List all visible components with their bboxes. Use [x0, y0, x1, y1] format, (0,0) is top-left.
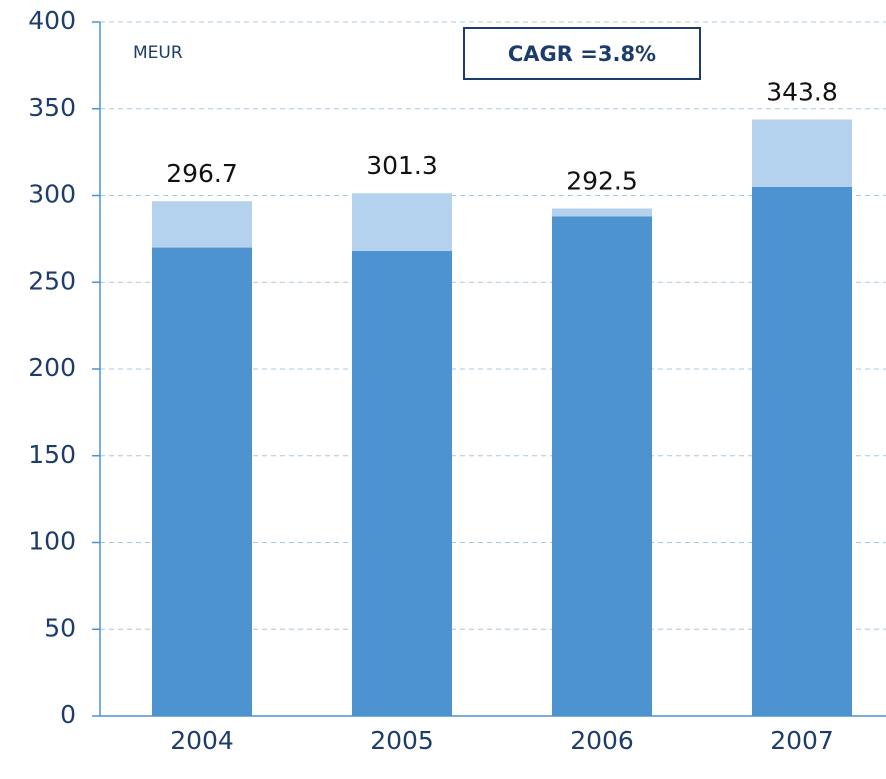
y-tick-label: 0 — [60, 700, 76, 729]
bar-segment — [552, 208, 652, 217]
bar-segment — [752, 186, 852, 716]
data-label: 301.3 — [366, 151, 438, 180]
y-tick-label: 300 — [28, 180, 76, 209]
bar-segment — [152, 201, 252, 248]
y-tick-label: 400 — [28, 6, 76, 35]
bar-segment — [352, 251, 452, 716]
x-tick-label: 2007 — [770, 726, 834, 755]
y-tick-label: 350 — [28, 93, 76, 122]
data-label: 343.8 — [766, 78, 838, 107]
annotation-box — [463, 27, 701, 80]
x-tick-label: 2004 — [170, 726, 234, 755]
annotation: CAGR =3.8% — [508, 42, 656, 66]
bar-segment — [352, 193, 452, 252]
y-tick-label: 50 — [44, 613, 76, 642]
data-label: 296.7 — [166, 159, 238, 188]
x-tick-label: 2005 — [370, 726, 434, 755]
bar-segment — [552, 216, 652, 716]
y-tick-label: 250 — [28, 266, 76, 295]
bar-segment — [152, 247, 252, 717]
y-tick-label: 150 — [28, 440, 76, 469]
unit-label: MEUR — [133, 43, 183, 63]
y-tick-label: 200 — [28, 353, 76, 382]
x-tick-label: 2006 — [570, 726, 634, 755]
y-tick-label: 100 — [28, 527, 76, 556]
bar-segment — [752, 119, 852, 187]
data-label: 292.5 — [566, 167, 638, 196]
